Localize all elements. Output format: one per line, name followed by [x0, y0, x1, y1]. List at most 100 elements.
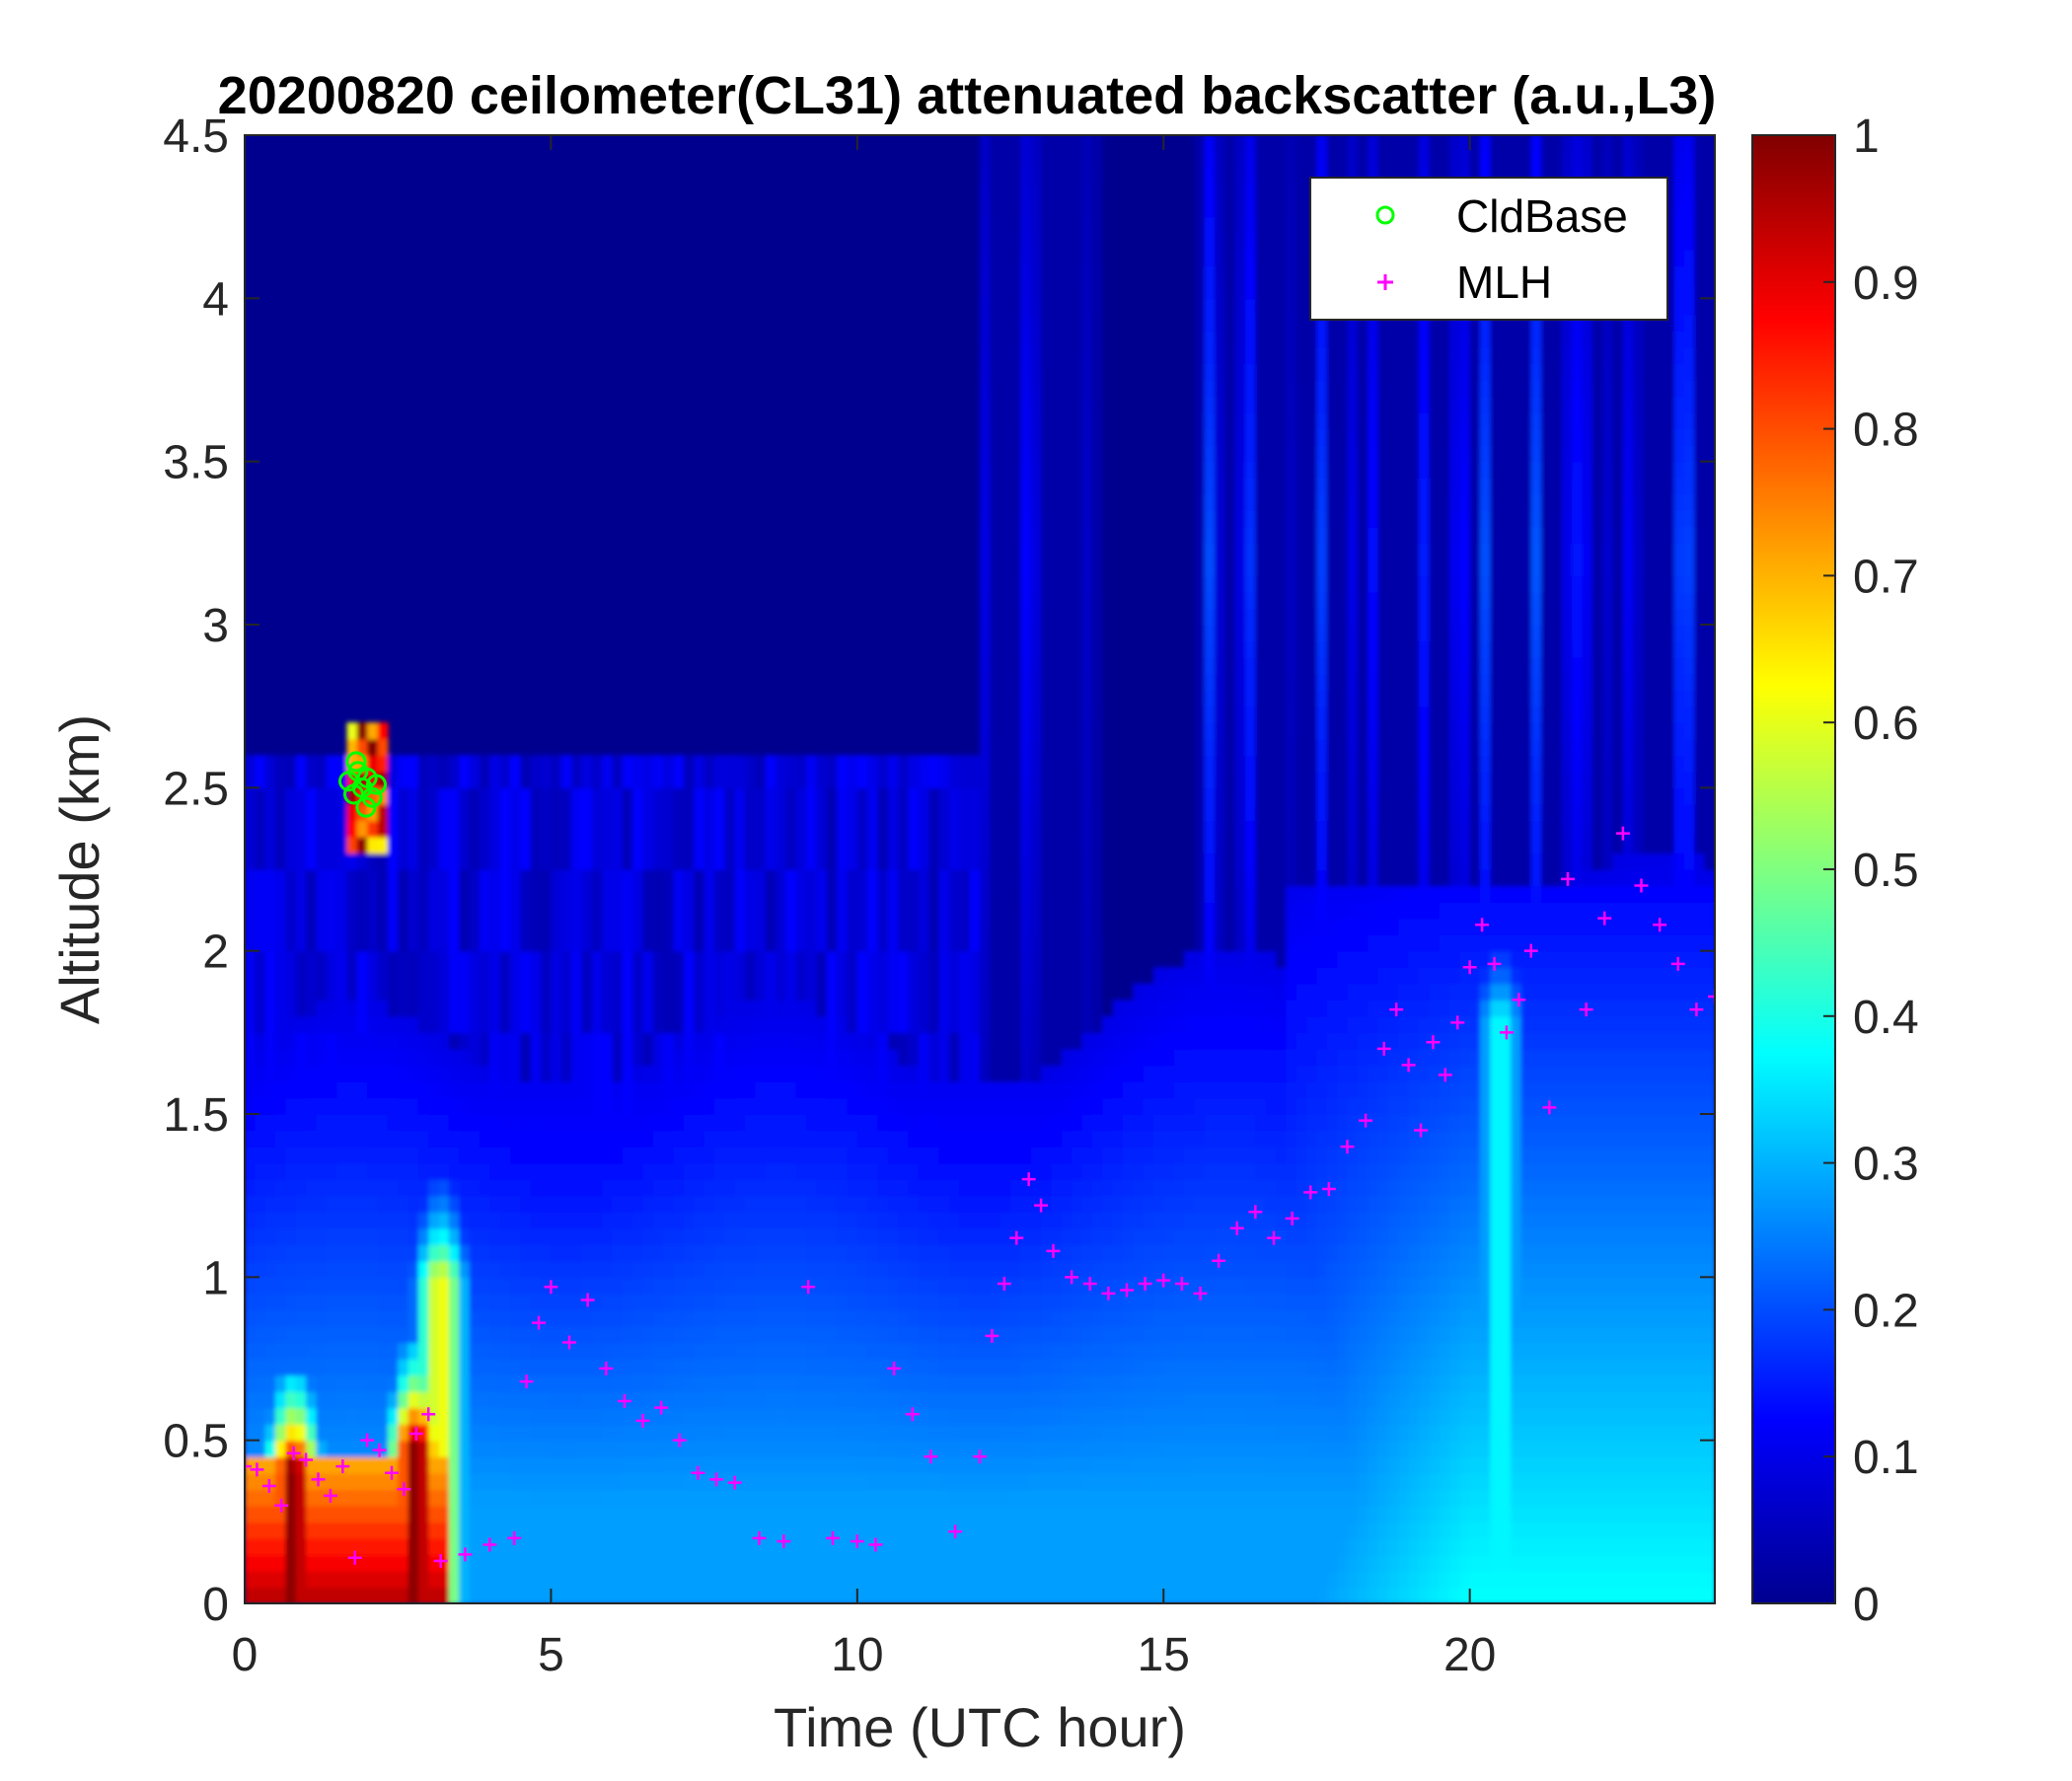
heatmap-cell — [602, 1080, 614, 1099]
heatmap-cell — [1112, 1342, 1124, 1360]
heatmap-cell — [990, 608, 1001, 626]
heatmap-cell — [652, 1342, 664, 1360]
heatmap-cell — [918, 1015, 929, 1034]
heatmap-cell — [837, 1391, 849, 1409]
heatmap-cell — [1081, 1065, 1093, 1082]
heatmap-cell — [1091, 298, 1103, 316]
heatmap-cell — [510, 1130, 522, 1148]
heatmap-cell — [295, 1570, 307, 1589]
heatmap-cell — [1081, 902, 1093, 920]
heatmap-cell — [1102, 1097, 1114, 1115]
heatmap-cell — [1081, 233, 1093, 251]
heatmap-cell — [928, 1244, 940, 1262]
heatmap-cell — [510, 1587, 522, 1603]
heatmap-cell — [336, 1472, 348, 1490]
heatmap-cell — [969, 983, 981, 1001]
heatmap-cell — [1061, 233, 1073, 251]
heatmap-cell — [734, 1570, 746, 1589]
heatmap-cell — [663, 1325, 675, 1344]
heatmap-cell — [428, 1032, 440, 1050]
heatmap-cell — [367, 820, 379, 838]
heatmap-cell — [336, 1374, 348, 1392]
heatmap-cell — [999, 1309, 1011, 1327]
heatmap-cell — [1061, 836, 1073, 854]
heatmap-cell — [336, 1325, 348, 1344]
heatmap-cell — [928, 1521, 940, 1539]
heatmap-cell — [877, 1179, 889, 1197]
heatmap-cell — [448, 771, 460, 789]
heatmap-cell — [652, 1570, 664, 1589]
heatmap-cell — [602, 1147, 614, 1164]
heatmap-cell — [816, 820, 828, 838]
heatmap-cell — [438, 1325, 450, 1344]
heatmap-cell — [745, 1570, 757, 1589]
heatmap-cell — [938, 1374, 950, 1392]
heatmap-cell — [837, 983, 849, 1001]
heatmap-cell — [1091, 461, 1103, 479]
heatmap-cell — [316, 869, 328, 887]
heatmap-cell — [806, 1000, 818, 1017]
heatmap-cell — [999, 478, 1011, 495]
heatmap-cell — [867, 1130, 879, 1148]
heatmap-cell — [898, 1179, 910, 1197]
heatmap-cell — [632, 787, 644, 805]
heatmap-cell — [1030, 1162, 1042, 1180]
heatmap-cell — [398, 1342, 409, 1360]
heatmap-cell — [1010, 331, 1022, 348]
heatmap-cell — [316, 1570, 328, 1589]
heatmap-cell — [480, 1015, 491, 1034]
heatmap-cell — [306, 836, 318, 854]
heatmap-cell — [816, 1212, 828, 1229]
heatmap-cell — [980, 722, 992, 740]
heatmap-cell — [1041, 640, 1053, 658]
heatmap-cell — [560, 967, 572, 985]
heatmap-cell — [1051, 200, 1063, 218]
heatmap-cell — [1081, 1456, 1093, 1474]
heatmap-cell — [428, 1179, 440, 1197]
heatmap-cell — [417, 1147, 429, 1164]
heatmap-cell — [264, 1244, 276, 1262]
heatmap-cell — [306, 1293, 318, 1311]
heatmap-cell — [346, 1407, 358, 1425]
heatmap-cell — [694, 787, 705, 805]
heatmap-cell — [714, 918, 726, 935]
heatmap-cell — [571, 1359, 583, 1376]
heatmap-cell — [990, 836, 1001, 854]
heatmap-cell — [990, 412, 1001, 430]
heatmap-cell — [581, 1277, 593, 1295]
heatmap-cell — [856, 1342, 868, 1360]
heatmap-cell — [938, 1048, 950, 1067]
heatmap-cell — [745, 1227, 757, 1245]
heatmap-cell — [367, 1114, 379, 1132]
heatmap-cell — [1133, 1359, 1145, 1376]
heatmap-cell — [776, 1195, 787, 1213]
heatmap-cell — [785, 836, 797, 854]
heatmap-cell — [918, 836, 929, 854]
heatmap-cell — [346, 1114, 358, 1132]
heatmap-cell — [999, 625, 1011, 642]
heatmap-cell — [1072, 673, 1083, 691]
heatmap-cell — [765, 853, 777, 870]
heatmap-cell — [417, 1554, 429, 1572]
heatmap-cell — [1081, 135, 1093, 153]
heatmap-cell — [1081, 526, 1093, 545]
heatmap-cell — [776, 1000, 787, 1017]
heatmap-cell — [856, 918, 868, 935]
heatmap-cell — [703, 1554, 715, 1572]
heatmap-cell — [694, 1080, 705, 1099]
heatmap-cell — [264, 1032, 276, 1050]
heatmap-cell — [1010, 493, 1022, 511]
heatmap-cell — [734, 1456, 746, 1474]
heatmap-cell — [938, 869, 950, 887]
heatmap-cell — [602, 1260, 614, 1279]
heatmap-cell — [622, 1015, 633, 1034]
heatmap-cell — [816, 1440, 828, 1457]
heatmap-cell — [275, 836, 287, 854]
heatmap-cell — [847, 1309, 858, 1327]
heatmap-cell — [356, 853, 368, 870]
heatmap-cell — [295, 1489, 307, 1507]
heatmap-cell — [999, 1048, 1011, 1067]
heatmap-cell — [683, 803, 695, 822]
heatmap-cell — [1081, 1391, 1093, 1409]
heatmap-cell — [673, 1277, 685, 1295]
